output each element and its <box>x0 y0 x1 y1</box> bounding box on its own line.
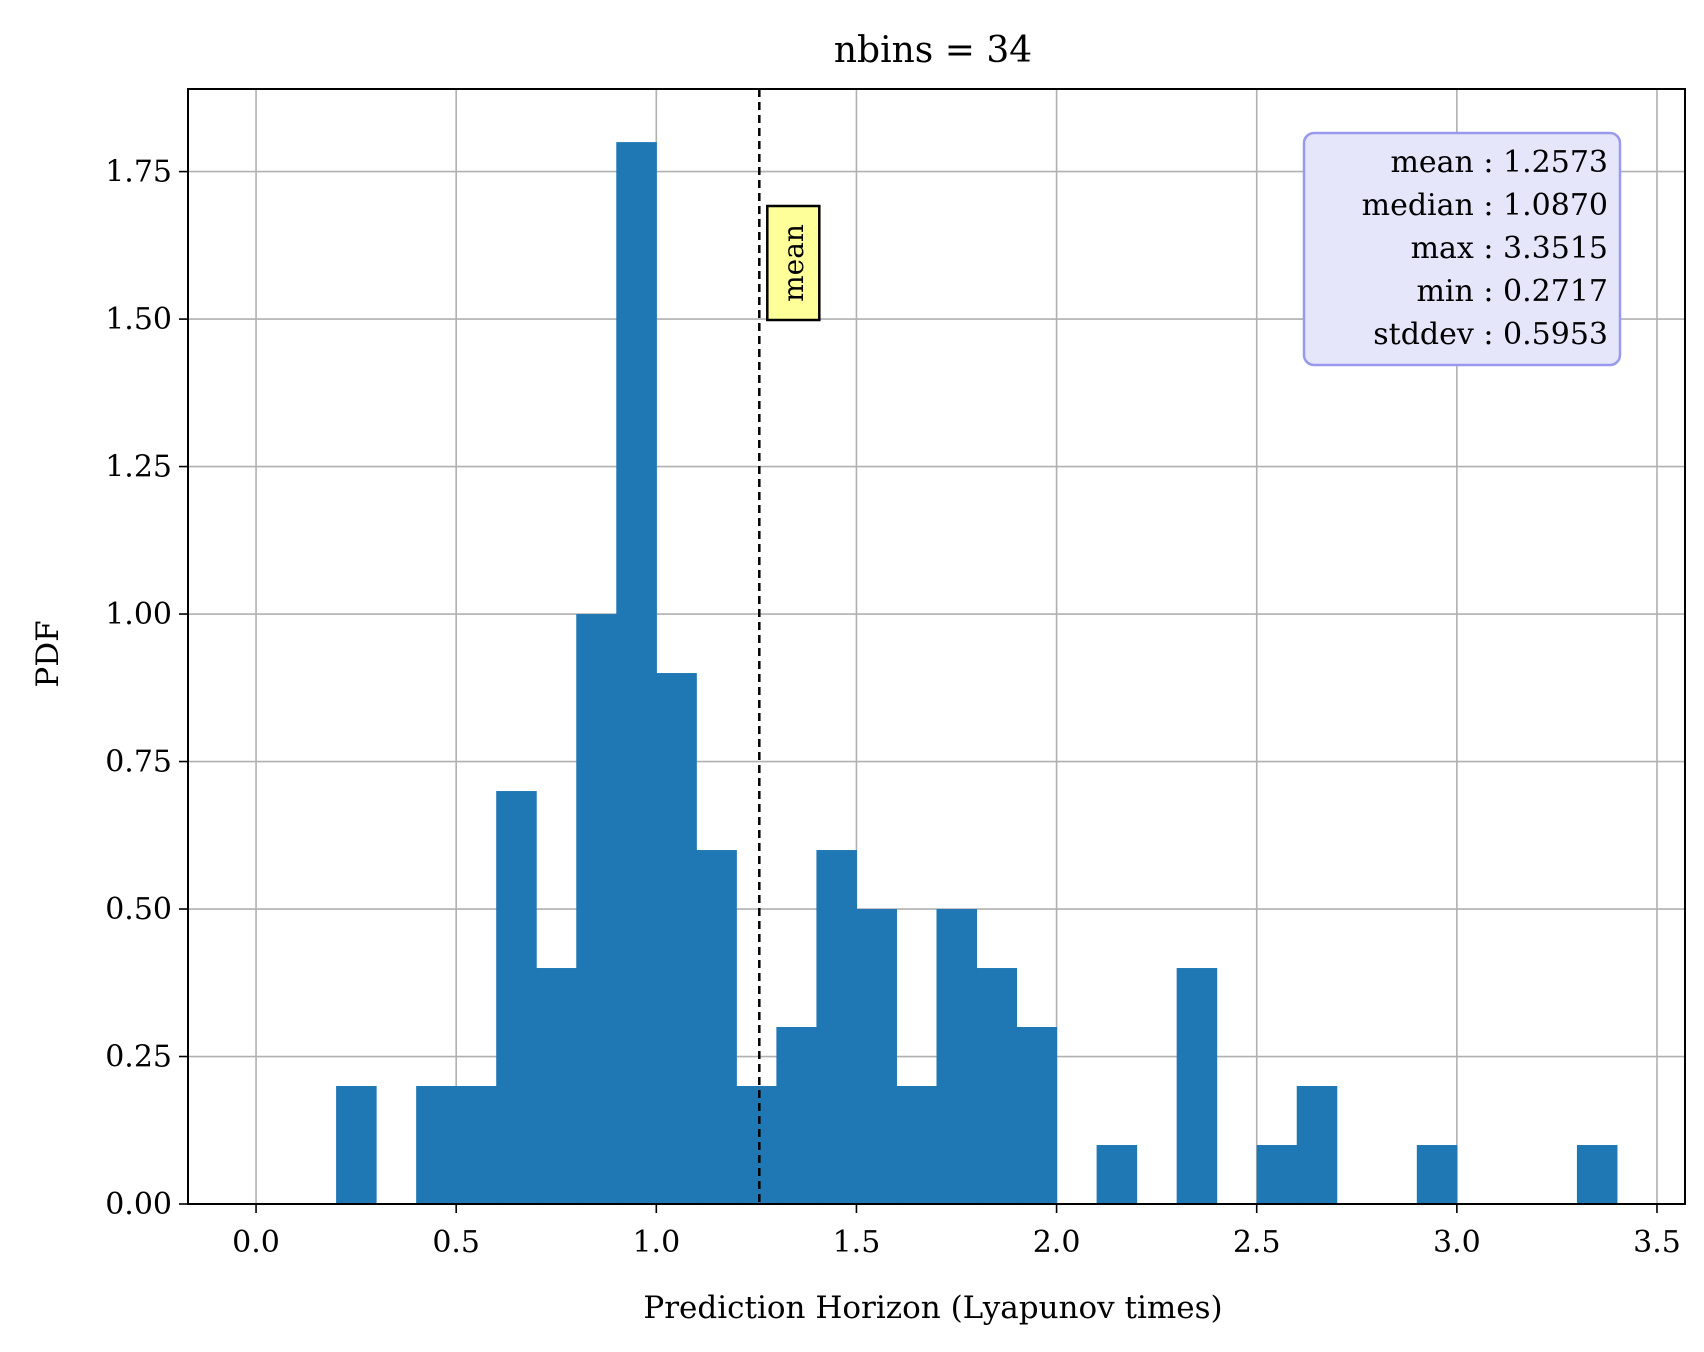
mean-label: mean <box>777 224 810 302</box>
y-axis-label: PDF <box>30 620 66 687</box>
x-tick-label: 3.0 <box>1433 1225 1481 1260</box>
y-tick-label: 0.50 <box>105 892 172 927</box>
histogram-bar <box>536 968 577 1204</box>
stats-line: median : 1.0870 <box>1362 188 1608 223</box>
stats-box: mean : 1.2573 median : 1.0870 max : 3.3515… <box>1302 131 1622 367</box>
histogram-bar <box>416 1086 457 1204</box>
histogram-bar <box>1096 1145 1138 1204</box>
x-tick-label: 0.5 <box>432 1225 480 1260</box>
mean-label-box <box>766 204 821 322</box>
y-tick-label: 1.75 <box>105 155 172 190</box>
histogram-bar <box>1416 1145 1458 1204</box>
histogram-bar <box>776 1027 817 1204</box>
stats-line: mean : 1.2573 <box>1390 145 1608 180</box>
mean-marker: mean <box>758 89 821 1204</box>
stats-line: stddev : 0.5953 <box>1373 317 1608 352</box>
plot-area-frame <box>187 88 1686 1205</box>
y-tick-label: 1.50 <box>105 302 172 337</box>
x-tick-label: 3.5 <box>1633 1225 1681 1260</box>
histogram-bar <box>816 850 857 1204</box>
histogram-bar <box>1576 1145 1618 1204</box>
x-tick-label: 1.5 <box>833 1225 881 1260</box>
histogram-bar <box>336 1086 377 1204</box>
chart-title: nbins = 34 <box>834 30 1032 71</box>
x-tick-label: 1.0 <box>632 1225 680 1260</box>
histogram-bar <box>576 614 617 1204</box>
y-tick-label: 1.00 <box>105 597 172 632</box>
histogram-bar <box>1176 968 1218 1204</box>
y-tick-label: 0.75 <box>105 745 172 780</box>
histogram-bar <box>736 1086 777 1204</box>
histogram-bar <box>696 850 737 1204</box>
x-tick-label: 0.0 <box>232 1225 280 1260</box>
histogram-bar <box>456 1086 497 1204</box>
x-axis-label: Prediction Horizon (Lyapunov times) <box>643 1290 1222 1326</box>
histogram-bar <box>656 673 697 1204</box>
histogram-bar <box>976 968 1018 1204</box>
histogram-bar <box>496 791 537 1204</box>
histogram-bars <box>336 142 1618 1205</box>
y-tick-label: 0.00 <box>105 1187 172 1222</box>
x-tick-label: 2.5 <box>1233 1225 1281 1260</box>
y-tick-label: 1.25 <box>105 450 172 485</box>
y-tick-label: 0.25 <box>105 1040 172 1075</box>
histogram-bar <box>936 909 978 1204</box>
histogram-bar <box>1016 1027 1058 1204</box>
histogram-bar <box>1256 1145 1298 1204</box>
stats-line: min : 0.2717 <box>1416 274 1608 309</box>
stats-box-background <box>1302 131 1622 367</box>
stats-line: max : 3.3515 <box>1411 231 1608 266</box>
histogram-bar <box>856 909 897 1204</box>
x-tick-label: 2.0 <box>1033 1225 1081 1260</box>
histogram-bar <box>896 1086 937 1204</box>
axis-ticks: 0.0 0.5 1.0 1.5 2.0 2.5 3.0 3.5 0.00 0.25 0.50 0.75… <box>105 155 1681 1260</box>
histogram-bar <box>616 142 657 1205</box>
histogram-bar <box>1296 1086 1338 1204</box>
